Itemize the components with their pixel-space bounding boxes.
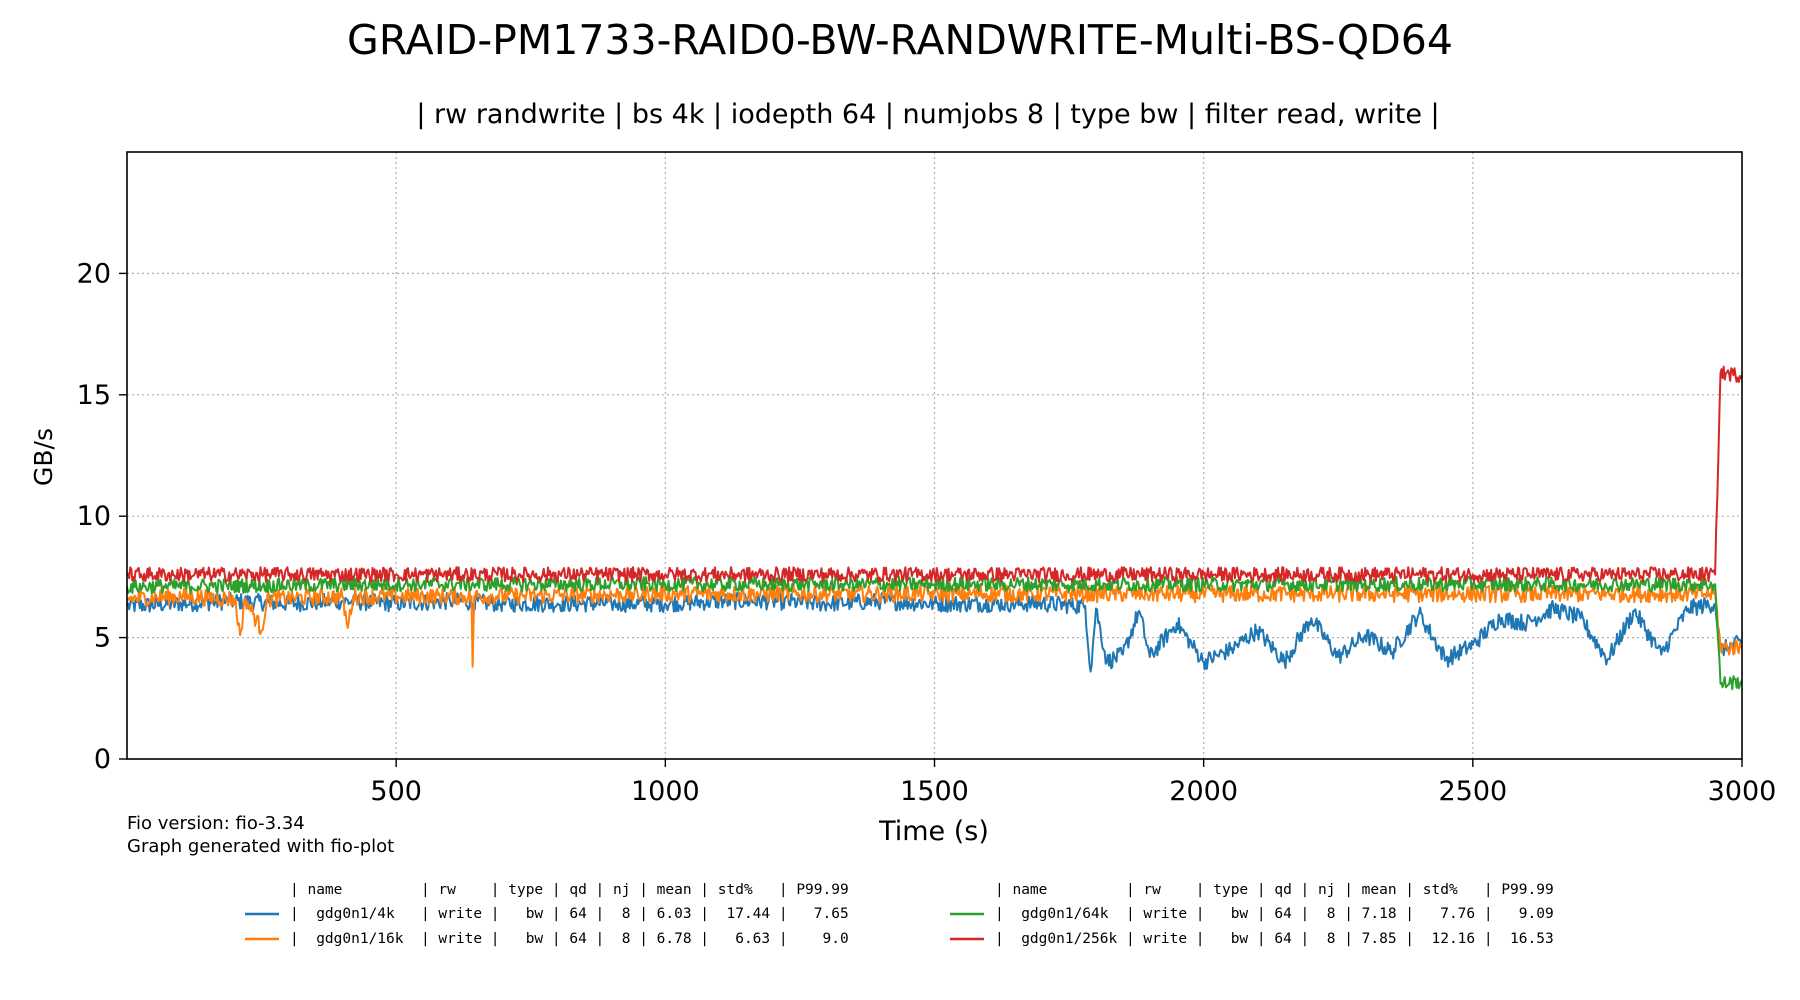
- legend-row-256k: | gdg0n1/256k | write | bw | 64 | 8 | 7.…: [995, 931, 1554, 947]
- y-tick-label: 10: [77, 501, 111, 532]
- x-tick-label: 2000: [1169, 776, 1238, 807]
- series-line-gdg0n1-64k: [126, 575, 1743, 691]
- x-tick-label: 1500: [900, 776, 969, 807]
- y-axis-label: GB/s: [29, 428, 58, 486]
- x-axis: 500 1000 1500 2000 2500 3000: [370, 759, 1776, 807]
- x-axis-label: Time (s): [878, 816, 989, 847]
- series-line-gdg0n1-16k: [126, 584, 1743, 668]
- y-tick-label: 20: [77, 258, 111, 289]
- fio-version-note: Fio version: fio-3.34: [127, 813, 305, 834]
- y-tick-label: 5: [94, 623, 111, 654]
- series-line-gdg0n1-256k: [126, 365, 1743, 583]
- chart-subtitle: | rw randwrite | bs 4k | iodepth 64 | nu…: [416, 99, 1439, 130]
- legend-table: | name | rw | type | qd | nj | mean | st…: [245, 882, 1554, 947]
- y-axis: 0 5 10 15 20: [77, 258, 127, 775]
- y-tick-label: 15: [77, 380, 111, 411]
- legend-row-16k: | gdg0n1/16k | write | bw | 64 | 8 | 6.7…: [290, 931, 849, 947]
- legend-header-left: | name | rw | type | qd | nj | mean | st…: [290, 882, 849, 898]
- x-tick-label: 500: [370, 776, 422, 807]
- y-tick-label: 0: [94, 744, 111, 775]
- legend-row-64k: | gdg0n1/64k | write | bw | 64 | 8 | 7.1…: [995, 906, 1554, 922]
- legend-row-4k: | gdg0n1/4k | write | bw | 64 | 8 | 6.03…: [290, 906, 849, 922]
- x-tick-label: 3000: [1708, 776, 1777, 807]
- legend-header-right: | name | rw | type | qd | nj | mean | st…: [995, 882, 1554, 898]
- fio-plot-note: Graph generated with fio-plot: [127, 836, 394, 857]
- x-tick-label: 2500: [1438, 776, 1507, 807]
- grid: [127, 152, 1742, 759]
- chart-title: GRAID-PM1733-RAID0-BW-RANDWRITE-Multi-BS…: [347, 16, 1453, 64]
- series-lines: [126, 365, 1743, 691]
- x-tick-label: 1000: [631, 776, 700, 807]
